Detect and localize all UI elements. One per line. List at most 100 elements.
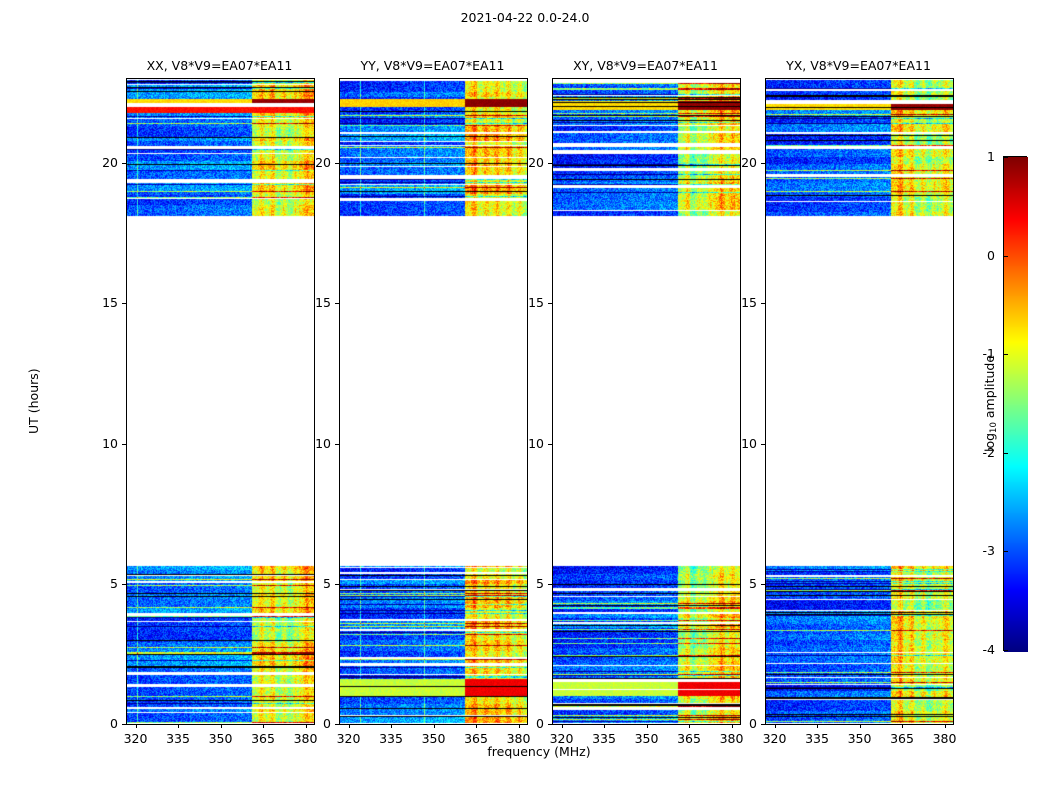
y-tick-label: 15 — [528, 295, 544, 311]
y-tick-label: 0 — [323, 716, 331, 731]
x-tick-label: 380 — [719, 731, 744, 746]
colorbar-label-text: log10 amplitude — [982, 354, 999, 452]
colorbar-tickmark — [1003, 650, 1008, 651]
x-tickmark — [689, 724, 690, 728]
x-tick-label: 320 — [336, 731, 361, 746]
plot-area-xx[interactable] — [126, 78, 315, 725]
y-tickmark — [335, 583, 339, 585]
x-tickmark — [178, 724, 179, 728]
x-tickmark — [476, 724, 477, 728]
x-tick-label: 350 — [208, 731, 233, 746]
y-tick-label: 20 — [102, 155, 118, 171]
y-tickmark — [761, 583, 765, 585]
y-tick-label: 10 — [102, 435, 118, 451]
waterfall-image-yy — [340, 79, 527, 724]
x-axis-label: frequency (MHz) — [487, 744, 591, 759]
x-tick-label: 335 — [379, 731, 403, 746]
x-tickmark — [774, 724, 776, 728]
x-tick-label: 335 — [592, 731, 616, 746]
x-tick-label: 365 — [677, 731, 701, 746]
panel-title-yy: YY, V8*V9=EA07*EA11 — [360, 58, 505, 73]
y-tickmark — [548, 163, 552, 165]
y-tick-label: 0 — [110, 716, 118, 731]
y-tick-label: 15 — [102, 295, 118, 311]
y-tick-label: 10 — [315, 435, 331, 451]
y-tickmark — [761, 303, 765, 305]
y-tick-label: 5 — [323, 575, 331, 591]
x-tickmark — [817, 724, 818, 728]
x-tickmark — [220, 724, 222, 728]
y-tickmark — [335, 303, 339, 305]
plot-area-yx[interactable] — [765, 78, 954, 725]
colorbar-tickmark — [1003, 452, 1008, 454]
y-tickmark — [122, 583, 126, 585]
colorbar-tickmark — [1003, 551, 1008, 553]
waterfall-image-xy — [553, 79, 740, 724]
colorbar-label-subscript: 10 — [989, 422, 999, 433]
x-tickmark — [646, 724, 648, 728]
y-tickmark — [122, 724, 126, 725]
x-tickmark — [348, 724, 350, 728]
x-tick-label: 365 — [464, 731, 488, 746]
x-tick-label: 335 — [805, 731, 829, 746]
x-tick-label: 320 — [549, 731, 574, 746]
colorbar-gradient — [1004, 157, 1028, 652]
colorbar-tick-label: 0 — [987, 247, 995, 263]
y-tick-label: 0 — [749, 716, 757, 731]
y-tickmark — [335, 163, 339, 165]
y-tick-label: 20 — [528, 155, 544, 171]
x-tickmark — [604, 724, 605, 728]
x-tickmark — [944, 724, 946, 728]
colorbar-tickmark — [1003, 255, 1008, 257]
y-tick-label: 20 — [315, 155, 331, 171]
x-tickmark — [263, 724, 264, 728]
y-tick-label: 5 — [110, 575, 118, 591]
x-tick-label: 365 — [251, 731, 275, 746]
x-tick-label: 335 — [166, 731, 190, 746]
x-tickmark — [902, 724, 903, 728]
panel-title-xy: XY, V8*V9=EA07*EA11 — [573, 58, 718, 73]
y-tick-label: 10 — [741, 435, 757, 451]
colorbar-tick-label: -4 — [982, 642, 995, 657]
y-tickmark — [335, 724, 339, 725]
y-tickmark — [122, 443, 126, 445]
y-tickmark — [761, 443, 765, 445]
x-tickmark — [135, 724, 137, 728]
y-tickmark — [122, 303, 126, 305]
colorbar-tick-label: -1 — [982, 346, 995, 362]
x-tickmark — [518, 724, 520, 728]
colorbar-tick-label: -2 — [982, 444, 995, 460]
x-tick-label: 350 — [634, 731, 659, 746]
x-tickmark — [391, 724, 392, 728]
y-tick-label: 5 — [536, 575, 544, 591]
y-tickmark — [548, 724, 552, 725]
x-tick-label: 350 — [847, 731, 872, 746]
figure-suptitle: 2021-04-22 0.0-24.0 — [460, 10, 590, 25]
y-tickmark — [548, 583, 552, 585]
y-tick-label: 0 — [536, 716, 544, 731]
y-tickmark — [122, 163, 126, 165]
waterfall-image-xx — [127, 79, 314, 724]
y-tickmark — [548, 303, 552, 305]
plot-area-yy[interactable] — [339, 78, 528, 725]
colorbar-tick-label: 1 — [987, 149, 995, 164]
colorbar-tickmark — [1003, 157, 1008, 158]
panel-title-xx: XX, V8*V9=EA07*EA11 — [146, 58, 293, 73]
x-tick-label: 380 — [506, 731, 531, 746]
x-tick-label: 365 — [890, 731, 914, 746]
x-tick-label: 380 — [932, 731, 957, 746]
y-axis-label: UT (hours) — [26, 367, 41, 434]
y-tickmark — [548, 443, 552, 445]
colorbar-label: log10 amplitude — [982, 354, 999, 452]
x-tickmark — [731, 724, 733, 728]
x-tick-label: 350 — [421, 731, 446, 746]
plot-area-xy[interactable] — [552, 78, 741, 725]
y-tickmark — [335, 443, 339, 445]
y-tickmark — [761, 724, 765, 725]
x-tick-label: 320 — [123, 731, 148, 746]
x-tickmark — [433, 724, 435, 728]
waterfall-image-yx — [766, 79, 953, 724]
x-tickmark — [859, 724, 861, 728]
panel-title-yx: YX, V8*V9=EA07*EA11 — [786, 58, 931, 73]
x-tickmark — [305, 724, 307, 728]
